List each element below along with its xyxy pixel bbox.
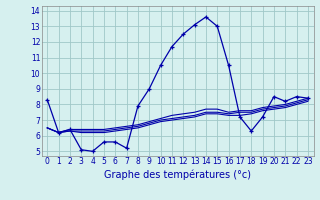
X-axis label: Graphe des températures (°c): Graphe des températures (°c) (104, 169, 251, 180)
